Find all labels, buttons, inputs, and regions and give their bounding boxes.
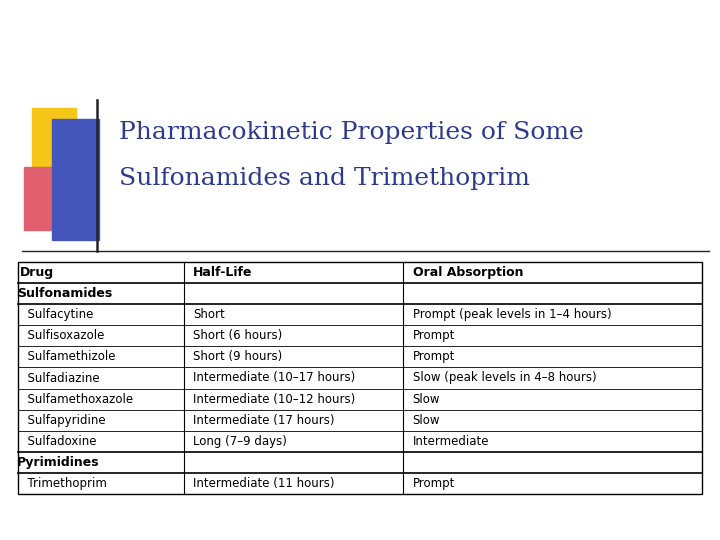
Text: Pyrimidines: Pyrimidines (17, 456, 100, 469)
Text: Intermediate: Intermediate (413, 435, 489, 448)
Text: Prompt: Prompt (413, 350, 455, 363)
Text: Sulfamethizole: Sulfamethizole (20, 350, 116, 363)
Text: Long (7–9 days): Long (7–9 days) (193, 435, 287, 448)
Text: Sulfadoxine: Sulfadoxine (20, 435, 96, 448)
Bar (32, 108, 76, 178)
Bar (18, 262, 702, 494)
Text: Prompt: Prompt (413, 329, 455, 342)
Text: Short (6 hours): Short (6 hours) (193, 329, 282, 342)
Text: Sulfonamides: Sulfonamides (17, 287, 112, 300)
Text: Slow: Slow (413, 414, 440, 427)
Text: Short: Short (193, 308, 225, 321)
Text: Slow (peak levels in 4–8 hours): Slow (peak levels in 4–8 hours) (413, 372, 596, 384)
Text: Sulfapyridine: Sulfapyridine (20, 414, 106, 427)
Text: Short (9 hours): Short (9 hours) (193, 350, 282, 363)
Text: Sulfisoxazole: Sulfisoxazole (20, 329, 104, 342)
Bar (52, 119, 99, 240)
Text: Drug: Drug (20, 266, 54, 279)
Text: Pharmacokinetic Properties of Some: Pharmacokinetic Properties of Some (119, 121, 583, 144)
Text: Half-Life: Half-Life (193, 266, 253, 279)
Text: Intermediate (10–17 hours): Intermediate (10–17 hours) (193, 372, 355, 384)
Text: Oral Absorption: Oral Absorption (413, 266, 523, 279)
Text: Sulfamethoxazole: Sulfamethoxazole (20, 393, 133, 406)
Text: Intermediate (11 hours): Intermediate (11 hours) (193, 477, 335, 490)
Text: Sulfacytine: Sulfacytine (20, 308, 94, 321)
Text: Prompt (peak levels in 1–4 hours): Prompt (peak levels in 1–4 hours) (413, 308, 611, 321)
Bar (24, 167, 71, 230)
Text: Intermediate (17 hours): Intermediate (17 hours) (193, 414, 335, 427)
Text: Intermediate (10–12 hours): Intermediate (10–12 hours) (193, 393, 355, 406)
Text: Sulfadiazine: Sulfadiazine (20, 372, 100, 384)
Text: Sulfonamides and Trimethoprim: Sulfonamides and Trimethoprim (119, 167, 530, 190)
Text: Slow: Slow (413, 393, 440, 406)
Text: Trimethoprim: Trimethoprim (20, 477, 107, 490)
Text: Prompt: Prompt (413, 477, 455, 490)
